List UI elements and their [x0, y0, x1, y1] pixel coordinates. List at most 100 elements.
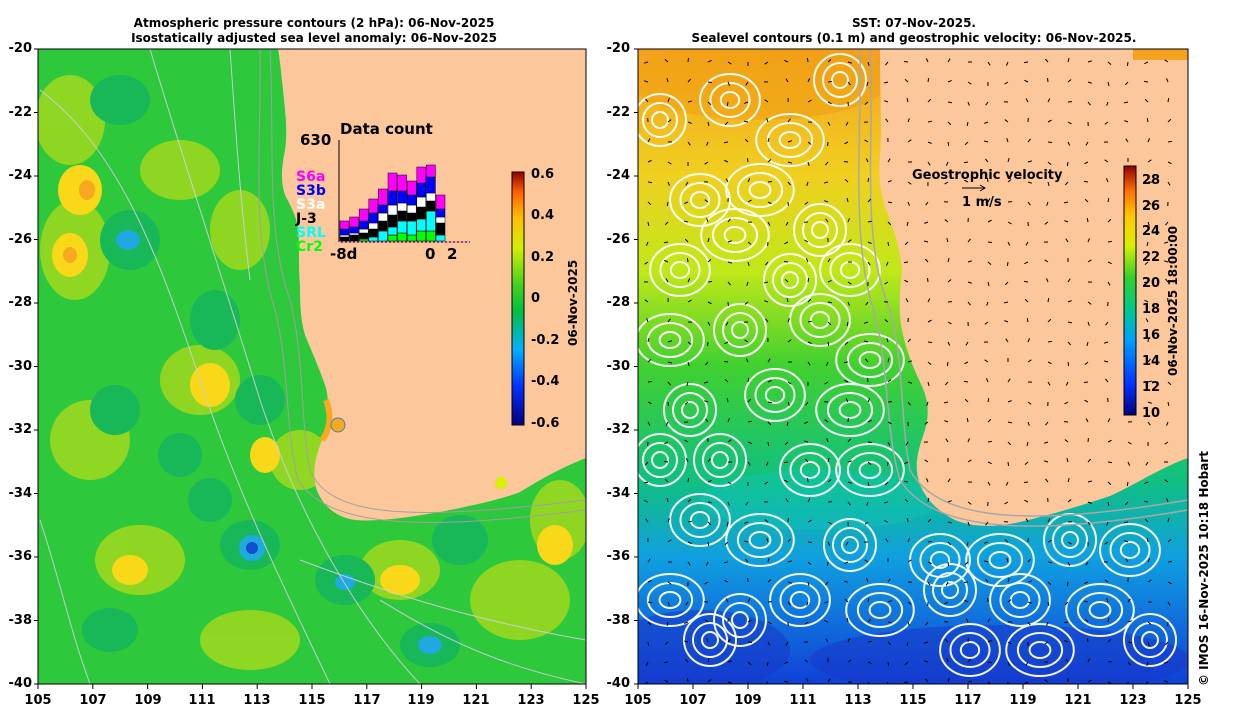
- sealevel-contour: [755, 113, 825, 167]
- histogram-bar-segment: [358, 232, 369, 240]
- ytick-right: -30: [606, 359, 631, 374]
- sst-cb-tick: 16: [1142, 328, 1161, 343]
- histogram-bar-segment: [397, 210, 407, 222]
- mission-label: S3b: [296, 183, 326, 199]
- sealevel-contour: [638, 313, 705, 367]
- sealevel-contour: [823, 518, 877, 572]
- histogram-bar-segment: [339, 234, 350, 238]
- sealevel-contour: [763, 253, 817, 307]
- inset-x-end: 2: [447, 245, 458, 263]
- sealevel-contour: [651, 451, 669, 469]
- sealevel-contour: [701, 631, 719, 649]
- histogram-bar-segment: [378, 188, 388, 206]
- sla-cb-tick: 0.4: [531, 208, 555, 223]
- velocity-arrows: [643, 57, 1173, 684]
- sealevel-contour: [831, 71, 849, 89]
- sealevel-contour: [965, 533, 1035, 587]
- mission-label: J-3: [296, 211, 317, 227]
- sealevel-contour: [713, 303, 767, 357]
- histogram-bar-segment: [349, 216, 359, 228]
- xtick-left: 109: [134, 693, 162, 708]
- sealevel-contour: [679, 182, 721, 218]
- xtick-left: 115: [298, 693, 326, 708]
- histogram-bar-segment: [397, 174, 407, 192]
- sealevel-contour: [829, 252, 871, 288]
- xtick-right: 121: [1064, 693, 1092, 708]
- histogram-bar-segment: [387, 214, 398, 228]
- sealevel-contour: [845, 583, 915, 637]
- sealevel-contour: [649, 243, 711, 297]
- sealevel-contour: [1109, 532, 1151, 568]
- sla-cb-tick: 0.2: [531, 250, 555, 265]
- histogram-bar-segment: [339, 228, 350, 236]
- histogram-bar-segment: [358, 238, 369, 242]
- sealevel-contour: [1016, 632, 1064, 668]
- sealevel-contour: [736, 522, 784, 558]
- sealevel-contour: [642, 442, 678, 478]
- histogram-bar-segment: [397, 202, 407, 212]
- sealevel-contour: [766, 122, 814, 158]
- xtick-right: 105: [624, 693, 652, 708]
- xtick-left: 125: [572, 693, 600, 708]
- mission-label: SRL: [296, 225, 326, 241]
- histogram-bar-segment: [416, 182, 427, 198]
- sealevel-contour: [722, 312, 758, 348]
- sealevel-contour: [711, 451, 729, 469]
- inset-x-zero: 0: [425, 245, 436, 263]
- inset-title: Data count: [340, 120, 433, 138]
- sla-cb-tick: -0.4: [531, 374, 560, 389]
- sealevel-contour: [811, 221, 829, 239]
- sst-cb-tick: 28: [1142, 173, 1161, 188]
- sealevel-contour: [764, 386, 786, 404]
- histogram-bar-segment: [406, 204, 417, 214]
- sealevel-contour: [858, 351, 882, 369]
- sla-cb-tick: 0.6: [531, 167, 555, 182]
- xtick-left: 113: [243, 693, 271, 708]
- right-panel-title: SST: 07-Nov-2025. Sealevel contours (0.1…: [640, 16, 1188, 46]
- sealevel-contour: [939, 623, 1001, 677]
- histogram-bar-segment: [426, 192, 436, 202]
- histogram-bars: [339, 164, 446, 242]
- sealevel-contour: [659, 252, 701, 288]
- sealevel-contour: [999, 582, 1041, 618]
- ytick-right: -20: [606, 41, 631, 56]
- ytick-left: -26: [8, 232, 33, 247]
- sealevel-contour: [725, 513, 795, 567]
- sealevel-contour: [646, 322, 694, 358]
- ytick-right: -34: [606, 486, 631, 501]
- sealevel-contour: [789, 591, 811, 609]
- histogram-bar-segment: [387, 234, 398, 242]
- sealevel-contour: [699, 73, 761, 127]
- histogram-bar-segment: [406, 220, 417, 236]
- sealevel-contour: [809, 311, 831, 329]
- histogram-bar-segment: [387, 204, 398, 216]
- histogram-bar-segment: [435, 194, 446, 210]
- histogram-bar-segment: [416, 218, 427, 232]
- sealevel-contour: [779, 443, 841, 497]
- histogram-bar-segment: [426, 176, 436, 194]
- histogram-bar-segment: [387, 172, 398, 192]
- ytick-right: -38: [606, 613, 631, 628]
- sealevel-contour: [1005, 623, 1075, 677]
- xtick-right: 107: [679, 693, 707, 708]
- xtick-left: 105: [24, 693, 52, 708]
- sealevel-contour: [725, 163, 795, 217]
- sealevel-contour: [949, 632, 991, 668]
- sealevel-contour: [772, 262, 808, 298]
- sealevel-contour: [1088, 601, 1112, 619]
- sealevel-contour: [719, 91, 741, 109]
- histogram-bar-segment: [378, 204, 388, 214]
- sealevel-contour: [713, 593, 767, 647]
- sealevel-contour: [835, 443, 905, 497]
- sealevel-contour: [658, 591, 682, 609]
- ytick-left: -34: [8, 486, 33, 501]
- ytick-left: -38: [8, 613, 33, 628]
- sealevel-contour: [723, 226, 747, 244]
- xtick-right: 119: [1009, 693, 1037, 708]
- inset-x-start: -8d: [330, 245, 358, 263]
- sla-colorbar-date: 06-Nov-2025: [566, 259, 580, 346]
- ytick-right: -32: [606, 422, 631, 437]
- xtick-right: 117: [954, 693, 982, 708]
- sealevel-contour: [638, 93, 687, 147]
